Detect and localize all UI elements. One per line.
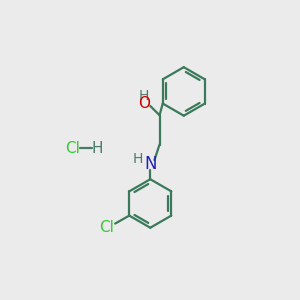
Text: H: H xyxy=(92,140,103,155)
Text: H: H xyxy=(139,89,149,103)
Text: N: N xyxy=(144,155,157,173)
Text: O: O xyxy=(138,96,150,111)
Text: H: H xyxy=(132,152,143,166)
Text: Cl: Cl xyxy=(99,220,114,235)
Text: Cl: Cl xyxy=(65,140,80,155)
